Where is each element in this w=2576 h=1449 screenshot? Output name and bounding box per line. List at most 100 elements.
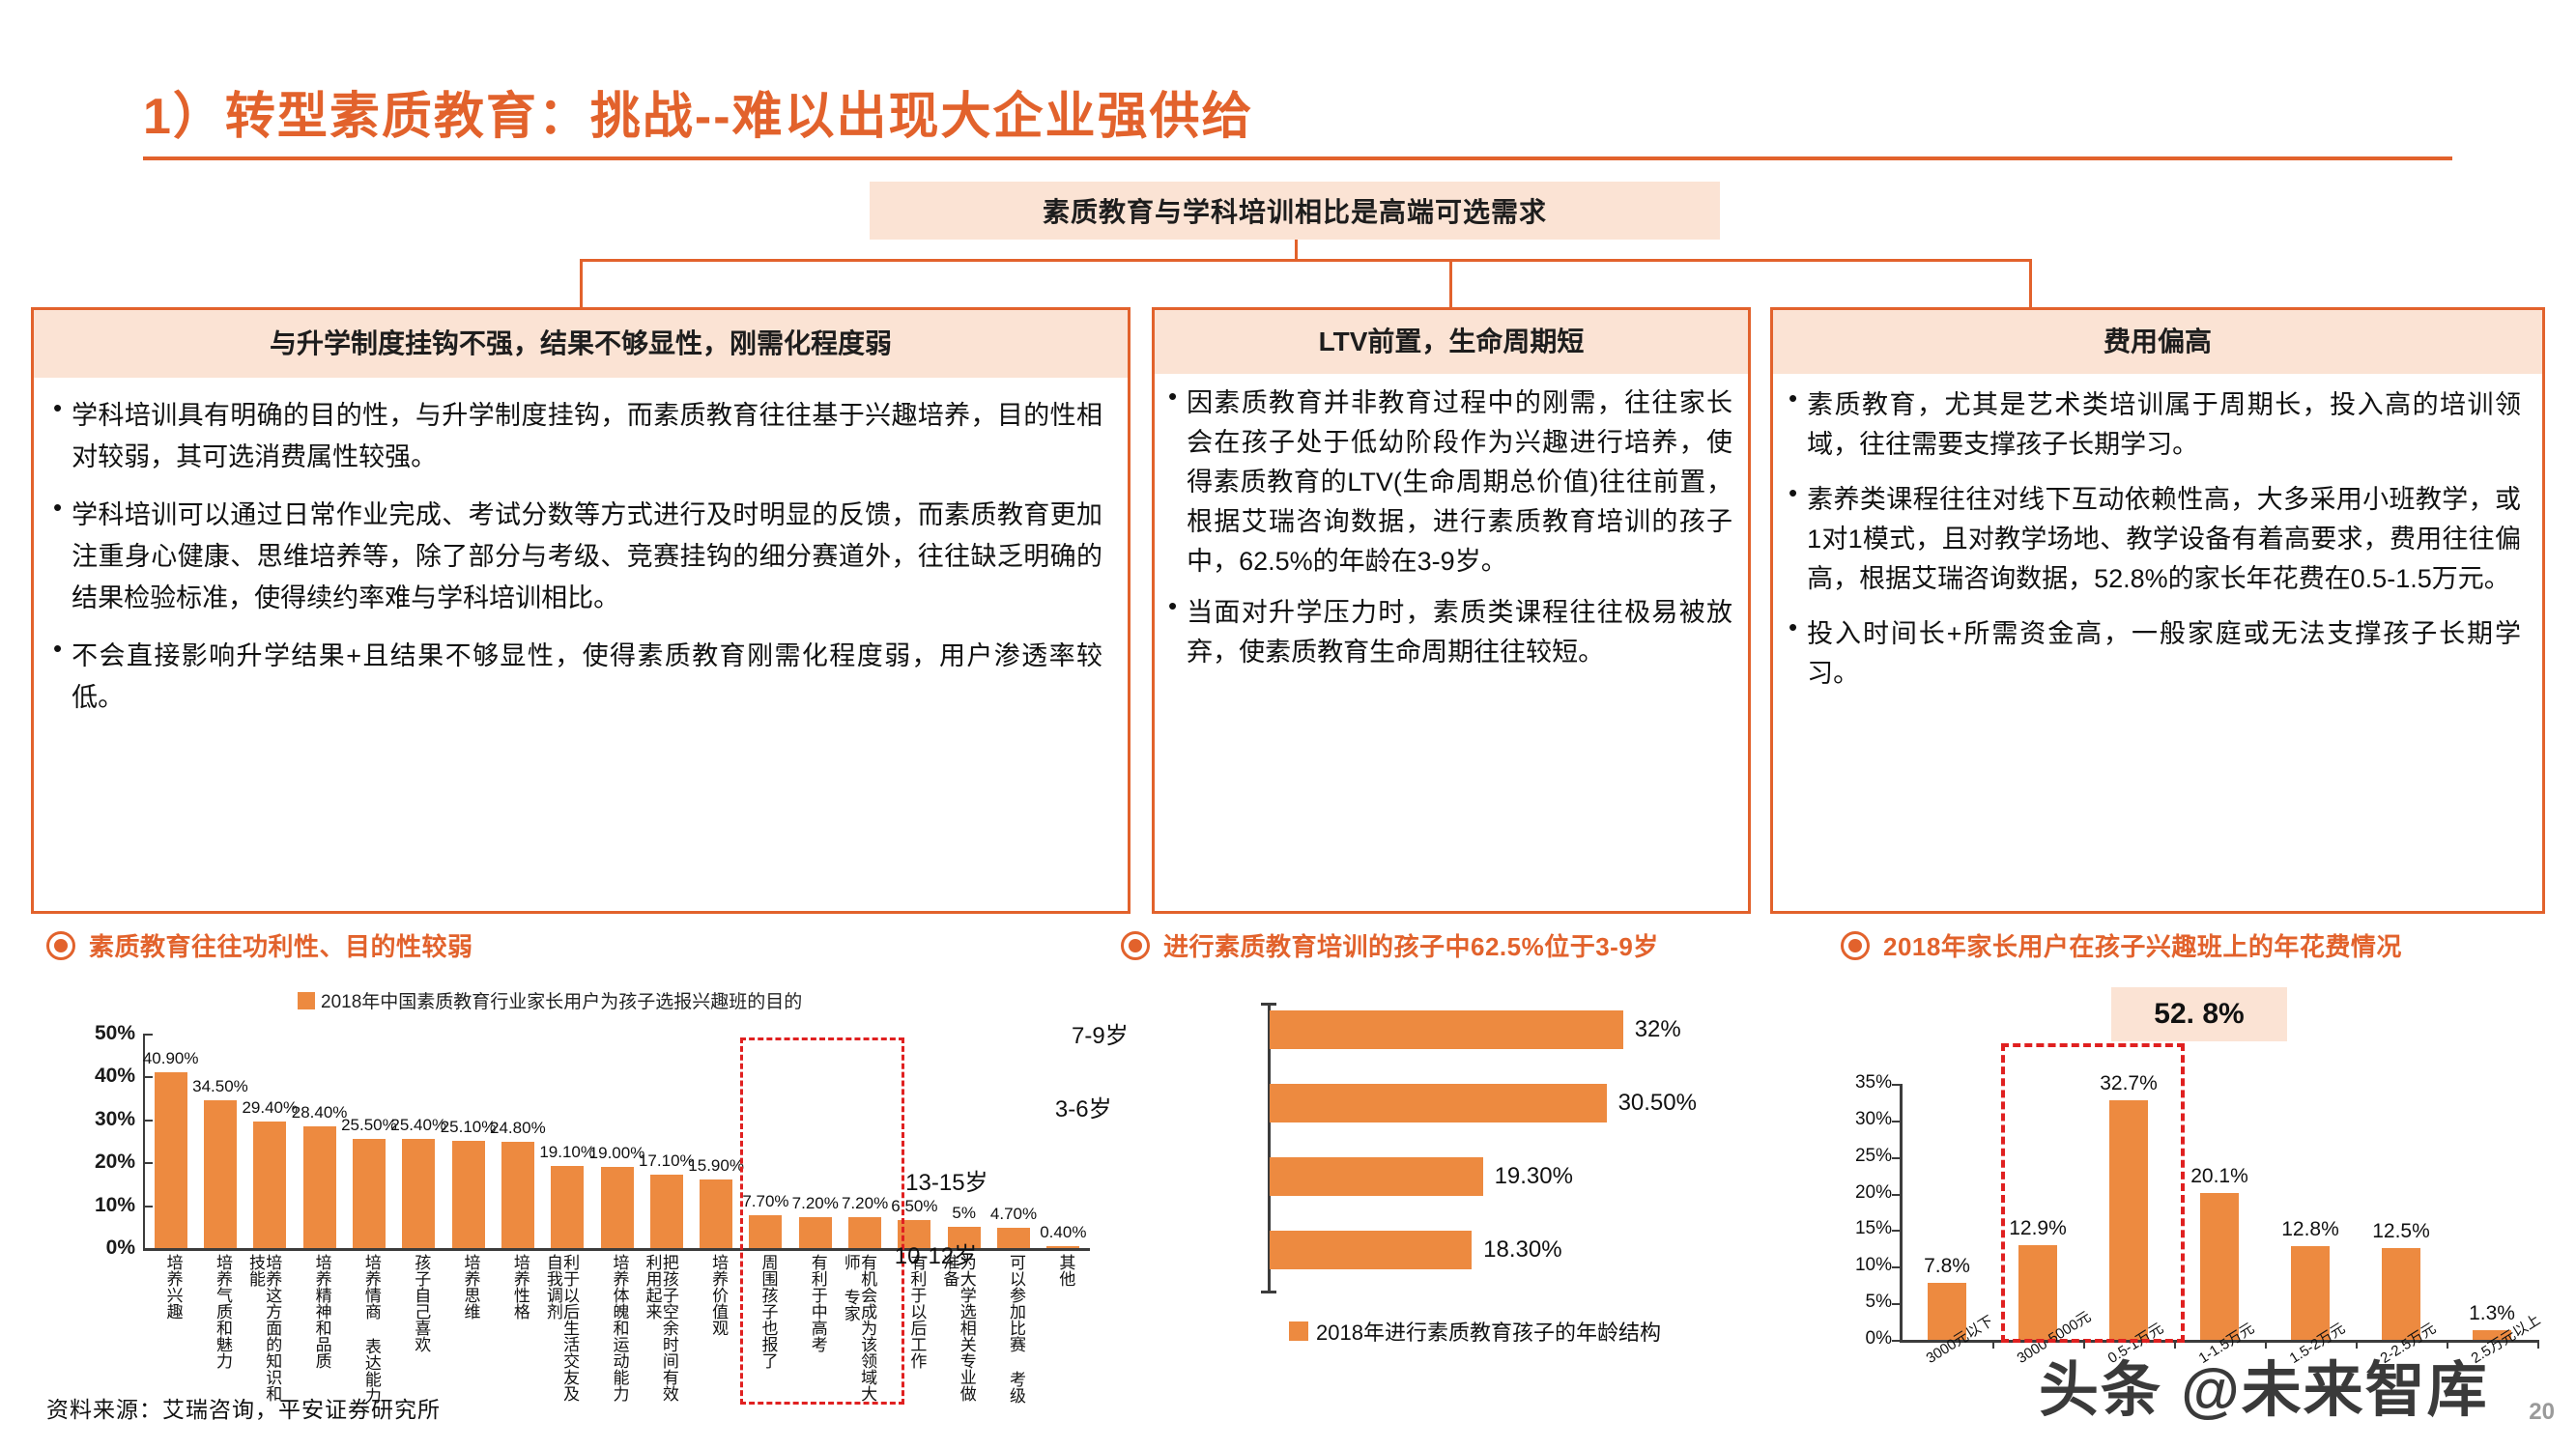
chart2-legend: 2018年进行素质教育孩子的年龄结构 xyxy=(1289,1316,1661,1347)
bullet-dot-icon: • xyxy=(53,634,63,664)
chart2-legend-label: 2018年进行素质教育孩子的年龄结构 xyxy=(1316,1321,1661,1345)
chart-caption-3: 2018年家长用户在孩子兴趣班上的年花费情况 xyxy=(1841,927,2402,963)
chart1-x-label: 培养价值观 xyxy=(709,1254,729,1336)
bullet-item: • 素质教育，尤其是艺术类培训属于周期长，投入高的培训领域，往往需要支撑孩子长期… xyxy=(1789,384,2521,465)
chart2-axis-cap-top xyxy=(1261,1003,1276,1006)
chart3-bar xyxy=(2200,1192,2239,1340)
chart2-bar xyxy=(1270,1157,1483,1196)
chart1-tick-mark xyxy=(143,1076,153,1079)
chart2-axis-cap-bottom xyxy=(1261,1291,1276,1293)
bullet-item: • 学科培训具有明确的目的性，与升学制度挂钩，而素质教育往往基于兴趣培养，目的性… xyxy=(53,393,1102,477)
watermark: 头条 @未来智库 xyxy=(2039,1357,2489,1424)
bullet-text: 素养类课程往往对线下互动依赖性高，大多采用小班教学，或1对1模式，且对教学场地、… xyxy=(1807,485,2521,594)
chart1-x-label: 培养这方面的知识和技能 xyxy=(245,1254,282,1402)
chart3-bar-value: 12.8% xyxy=(2281,1218,2339,1241)
bullet-item: • 不会直接影响升学结果+且结果不够显性，使得素质教育刚需化程度弱，用户渗透率较… xyxy=(53,636,1102,718)
chart1-bar xyxy=(1046,1246,1080,1248)
chart1-x-label: 培养精神和品质 xyxy=(312,1254,331,1369)
chart3-x-tick xyxy=(1992,1340,1994,1349)
chart1-y-tick-label: 0% xyxy=(105,1236,135,1259)
chart3-x-axis xyxy=(1900,1340,2537,1343)
chart3-bar xyxy=(2109,1100,2148,1340)
bullet-item: • 素养类课程往往对线下互动依赖性高，大多采用小班教学，或1对1模式，且对教学场… xyxy=(1789,479,2521,599)
chart3-y-tick-label: 25% xyxy=(1854,1145,1892,1166)
bullet-item: • 因素质教育并非教育过程中的刚需，往往家长会在孩子处于低幼阶段作为兴趣进行培养… xyxy=(1168,383,1732,582)
chart-age-structure: 7-9岁 32% 3-6岁 30.50% 13-15岁 19.30% 10-12岁 18.30… xyxy=(895,997,1751,1412)
chart1-bar xyxy=(749,1214,783,1248)
chart1-bar-value: 34.50% xyxy=(192,1076,248,1095)
subtitle-banner: 素质教育与学科培训相比是高端可选需求 xyxy=(870,182,1720,240)
chart3-bar-value: 32.7% xyxy=(2100,1072,2158,1095)
bullet-dot-icon: • xyxy=(53,393,63,422)
chart1-x-label: 培养兴趣 xyxy=(163,1254,183,1320)
chart1-x-label: 培养性格 xyxy=(510,1254,530,1320)
chart1-x-label: 培养情商 表达能力 xyxy=(361,1254,381,1404)
chart2-category-label: 10-12岁 xyxy=(894,1243,978,1269)
chart1-x-label: 利于以后生活交友及自我调剂 xyxy=(543,1254,580,1402)
chart1-legend: 2018年中国素质教育行业家长用户为孩子选报兴趣班的目的 xyxy=(298,987,802,1013)
chart1-bar xyxy=(649,1175,683,1248)
chart1-bar xyxy=(402,1139,436,1248)
chart2-row: 13-15岁 19.30% xyxy=(905,1157,1573,1196)
chart3-x-tick xyxy=(2265,1340,2267,1349)
chart3-bar-value: 12.9% xyxy=(2009,1217,2067,1240)
chart1-bar-value: 6.50% xyxy=(891,1197,938,1216)
chart1-y-tick-label: 20% xyxy=(94,1151,135,1174)
chart1-bar xyxy=(203,1099,237,1248)
chart3-plot-area: 7.8% 12.9% 32.7% 20.1% 12.8% 12.5% 1.3% xyxy=(1902,1072,2537,1340)
chart-caption-1: 素质教育往往功利性、目的性较弱 xyxy=(46,927,473,963)
chart3-callout-text: 52. 8% xyxy=(2154,998,2245,1030)
chart1-x-label: 培养体魄和运动能力 xyxy=(610,1254,629,1402)
chart1-bar-value: 19.00% xyxy=(588,1143,645,1162)
chart2-row: 10-12岁 18.30% xyxy=(895,1231,1562,1269)
bullet-dot-icon: • xyxy=(1789,612,1798,642)
source-note: 资料来源：艾瑞咨询，平安证券研究所 xyxy=(46,1397,441,1422)
chart1-bar xyxy=(451,1140,485,1248)
chart3-y-tick-label: 5% xyxy=(1865,1292,1892,1313)
chart3-tick-mark xyxy=(1892,1120,1901,1122)
chart3-bar-value: 1.3% xyxy=(2469,1302,2515,1325)
bullet-item: • 学科培训可以通过日常作业完成、考试分数等方式进行及时明显的反馈，而素质教育更… xyxy=(53,495,1102,618)
chart1-bar-value: 28.40% xyxy=(291,1102,348,1122)
chart1-legend-label: 2018年中国素质教育行业家长用户为孩子选报兴趣班的目的 xyxy=(321,992,803,1012)
chart3-bar xyxy=(2291,1246,2330,1340)
chart1-x-label: 周围孩子也报了 xyxy=(758,1254,778,1369)
bullet-text: 不会直接影响升学结果+且结果不够显性，使得素质教育刚需化程度弱，用户渗透率较低。 xyxy=(72,641,1102,712)
chart1-bar-value: 7.20% xyxy=(791,1194,839,1213)
bullet-dot-icon: • xyxy=(53,493,63,523)
info-box-3-body: • 素质教育，尤其是艺术类培训属于周期长，投入高的培训领域，往往需要支撑孩子长期… xyxy=(1773,374,2542,911)
chart1-tick-mark xyxy=(143,1034,153,1036)
chart3-callout-badge: 52. 8% xyxy=(2111,987,2287,1041)
chart1-bar xyxy=(848,1217,882,1248)
chart1-bar-value: 17.10% xyxy=(638,1151,695,1171)
chart1-x-label: 有机会成为该领域大师 专家 xyxy=(841,1254,877,1402)
chart2-row: 3-6岁 30.50% xyxy=(1055,1084,1697,1122)
chart2-category-label: 7-9岁 xyxy=(1072,1023,1129,1049)
connector-left xyxy=(580,259,583,307)
chart3-bar-value: 20.1% xyxy=(2190,1164,2248,1187)
chart-caption-2-text: 进行素质教育培训的孩子中62.5%位于3-9岁 xyxy=(1163,932,1659,961)
chart3-tick-mark xyxy=(1892,1266,1901,1269)
chart3-x-tick xyxy=(2083,1340,2085,1349)
chart1-bar-value: 24.80% xyxy=(490,1118,546,1137)
chart1-bar xyxy=(154,1072,187,1248)
chart3-tick-mark xyxy=(1892,1084,1901,1086)
chart3-bar-value: 12.5% xyxy=(2372,1220,2430,1243)
bullet-text: 学科培训具有明确的目的性，与升学制度挂钩，而素质教育往往基于兴趣培养，目的性相对… xyxy=(72,401,1102,471)
chart3-x-tick xyxy=(2356,1340,2358,1349)
chart3-bar xyxy=(2382,1248,2420,1340)
chart1-tick-mark xyxy=(143,1162,153,1165)
chart1-y-tick-label: 10% xyxy=(94,1193,135,1216)
bullet-text: 学科培训可以通过日常作业完成、考试分数等方式进行及时明显的反馈，而素质教育更加注… xyxy=(72,500,1102,612)
chart3-x-tick xyxy=(2537,1340,2539,1349)
chart1-bar xyxy=(253,1122,287,1248)
chart-caption-1-text: 素质教育往往功利性、目的性较弱 xyxy=(89,932,473,961)
legend-swatch-icon xyxy=(1289,1321,1308,1341)
chart2-bar-value: 19.30% xyxy=(1494,1163,1573,1189)
chart2-category-label: 3-6岁 xyxy=(1054,1096,1112,1122)
chart1-bar xyxy=(551,1166,585,1248)
chart1-x-label: 把孩子空余时间有效利用起来 xyxy=(643,1254,678,1402)
chart3-y-tick-label: 15% xyxy=(1854,1218,1892,1239)
chart1-tick-mark xyxy=(143,1119,153,1122)
